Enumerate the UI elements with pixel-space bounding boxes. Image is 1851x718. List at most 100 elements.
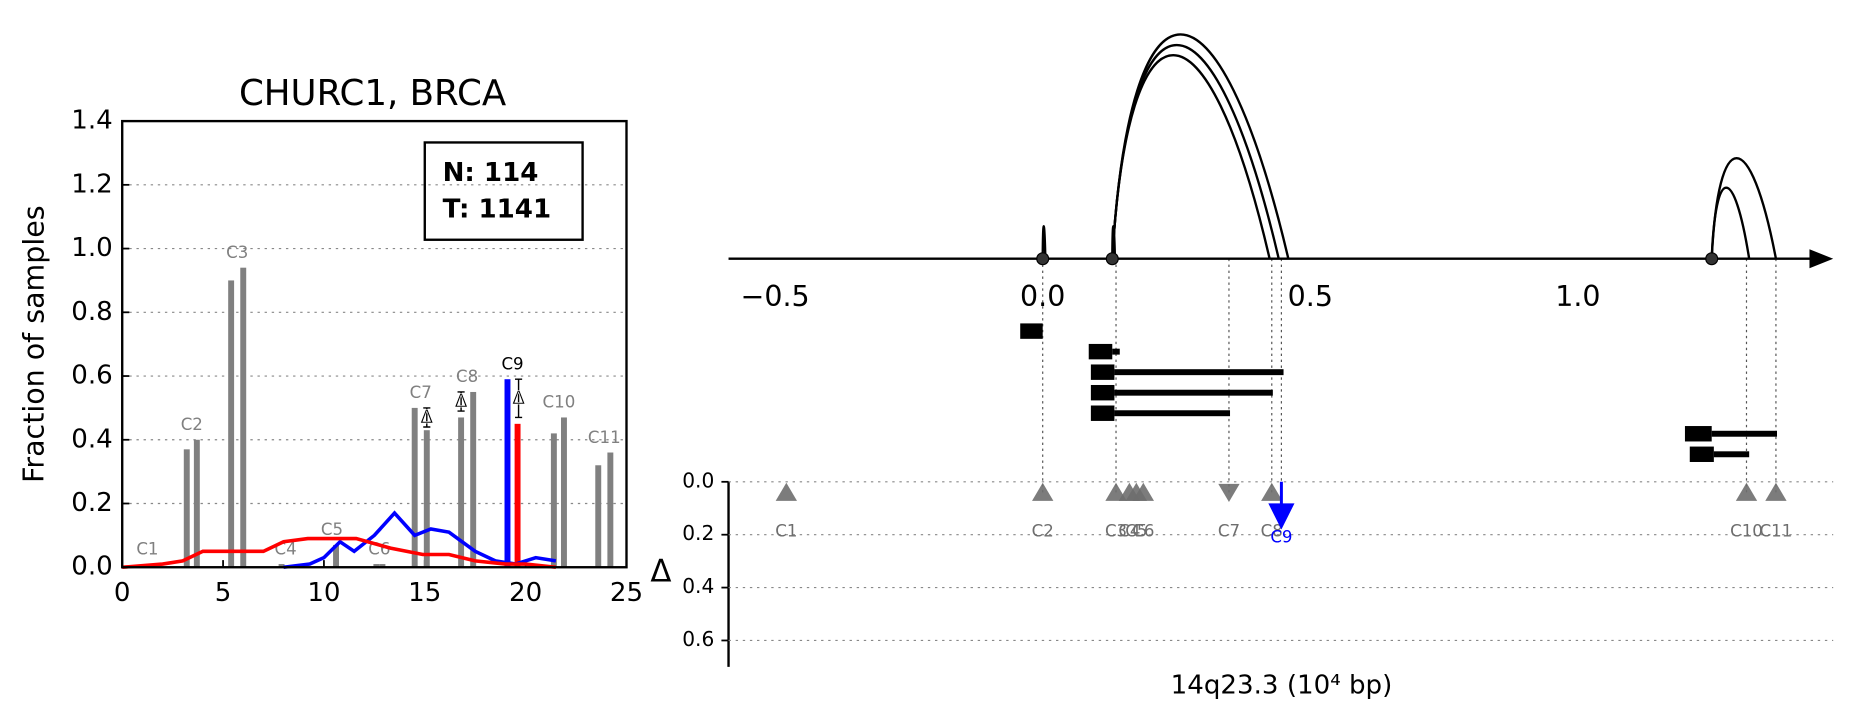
- bar: [514, 423, 521, 568]
- bar: [278, 564, 285, 568]
- delta-marker: Δ: [512, 387, 525, 409]
- delta-marker: Δ: [455, 390, 468, 412]
- junction-arc: [1111, 53, 1271, 260]
- delta-triangle: [1032, 482, 1054, 501]
- delta-triangle: [1132, 482, 1154, 501]
- cluster-label: C1: [136, 539, 158, 558]
- delta-triangle: [1765, 482, 1787, 501]
- x-tick-label: 10: [307, 578, 340, 608]
- transcript-box: [1020, 323, 1043, 339]
- y-tick-label: 1.2: [71, 169, 113, 199]
- bar: [423, 430, 430, 568]
- cluster-label: C10: [1730, 522, 1763, 541]
- bar: [373, 564, 380, 568]
- y-tick-label: 0.0: [682, 468, 714, 492]
- bar: [470, 391, 477, 568]
- bar: [607, 452, 614, 568]
- transcript-box: [1090, 384, 1115, 401]
- transcript-line: [1114, 389, 1273, 396]
- bar: [193, 439, 200, 568]
- transcript-line: [1112, 348, 1120, 355]
- x-tick-label: 20: [509, 578, 542, 608]
- delta-triangle: [1261, 482, 1283, 501]
- y-axis-label: Fraction of samples: [18, 205, 51, 483]
- transcript-line: [1114, 410, 1231, 417]
- x-tick-label: 0.0: [1020, 280, 1065, 313]
- cluster-label: C11: [588, 428, 621, 447]
- x-tick-label: 0.5: [1288, 280, 1333, 313]
- junction-arc: [1041, 225, 1047, 259]
- cluster-label: C5: [321, 520, 343, 539]
- error-bar: [515, 378, 523, 419]
- cluster-label: C6: [1132, 522, 1154, 541]
- bar: [183, 449, 190, 568]
- plot-frame: [121, 119, 628, 569]
- delta-triangle: [1105, 482, 1127, 501]
- cluster-label: C7: [410, 383, 432, 402]
- bar: [560, 417, 567, 568]
- y-tick-label: 0.4: [71, 424, 113, 454]
- transcript-line: [1711, 430, 1778, 437]
- cluster-label: C2: [181, 415, 203, 434]
- cluster-label: C1: [775, 522, 797, 541]
- junction-site: [1105, 252, 1119, 266]
- y-axis-label: Δ: [650, 554, 671, 590]
- delta-triangle: [1218, 483, 1240, 502]
- y-tick-label: 1.4: [71, 106, 113, 136]
- y-tick-label: 0.0: [71, 552, 113, 582]
- junction-arc: [1111, 43, 1280, 260]
- bar: [595, 465, 602, 568]
- cluster-label: C7: [1218, 522, 1240, 541]
- cluster-label: C3: [226, 243, 248, 262]
- transcript-box: [1684, 426, 1712, 442]
- cluster-label: C3: [1105, 522, 1127, 541]
- y-tick-label: 1.0: [71, 233, 113, 263]
- junction-site: [1036, 252, 1050, 266]
- delta-arrow: [1268, 481, 1295, 530]
- cluster-label: C8: [456, 367, 478, 386]
- bar: [504, 379, 511, 568]
- y-tick-label: 0.8: [71, 297, 113, 327]
- cluster-label: C9: [1270, 528, 1292, 547]
- cluster-label: C11: [1760, 522, 1793, 541]
- y-tick-label: 0.6: [682, 627, 714, 651]
- junction-site: [1705, 252, 1719, 266]
- y-tick-label: 0.2: [71, 488, 113, 518]
- junction-arc: [1111, 33, 1290, 260]
- cluster-label: C5: [1125, 522, 1147, 541]
- annotation: T: 1141: [443, 195, 552, 225]
- x-tick-label: 1.0: [1555, 280, 1600, 313]
- cluster-label: C2: [1032, 522, 1054, 541]
- cluster-label: C10: [543, 393, 576, 412]
- bar: [228, 280, 235, 568]
- junction-arc: [1710, 156, 1778, 259]
- error-bar: [423, 407, 431, 428]
- line: [122, 536, 557, 570]
- delta-triangle: [1735, 482, 1758, 501]
- x-tick-label: −0.5: [741, 280, 810, 313]
- transcript-box: [1090, 405, 1115, 421]
- y-tick-label: 0.2: [682, 521, 714, 545]
- x-tick-label: 0: [114, 578, 131, 608]
- bar: [379, 564, 386, 568]
- transcript-box: [1088, 343, 1113, 360]
- chart-title: CHURC1, BRCA: [239, 73, 507, 114]
- cluster-label: C8: [1261, 522, 1283, 541]
- bar: [550, 433, 557, 568]
- x-tick-label: 25: [610, 578, 643, 608]
- y-tick-label: 0.4: [682, 574, 714, 598]
- transcript-line: [1114, 369, 1284, 376]
- delta-triangle: [775, 482, 798, 501]
- annotation-box: [423, 141, 584, 241]
- cluster-label: C4: [1118, 522, 1140, 541]
- error-bar: [457, 391, 465, 412]
- axis-arrow: [1809, 249, 1834, 269]
- x-tick-label: 5: [215, 578, 232, 608]
- transcript-box: [1689, 446, 1714, 462]
- bar: [240, 267, 247, 568]
- annotation: N: 114: [443, 158, 539, 188]
- delta-marker: Δ: [420, 406, 433, 428]
- bar: [411, 407, 418, 568]
- cluster-label: C9: [501, 354, 523, 373]
